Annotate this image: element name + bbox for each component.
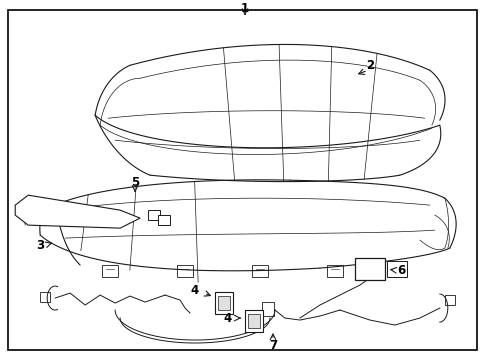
Polygon shape xyxy=(15,195,140,228)
Bar xyxy=(40,292,50,302)
Bar xyxy=(444,295,454,305)
Bar xyxy=(215,292,233,314)
Text: 4: 4 xyxy=(190,284,199,297)
Bar xyxy=(354,258,384,280)
Bar xyxy=(148,210,160,220)
Bar xyxy=(247,314,260,328)
Bar xyxy=(386,261,406,277)
Text: 2: 2 xyxy=(365,59,373,72)
Text: 5: 5 xyxy=(131,176,139,189)
Bar xyxy=(218,296,229,310)
Bar xyxy=(326,265,342,277)
Text: 7: 7 xyxy=(268,338,277,351)
Bar xyxy=(158,215,170,225)
Text: 4: 4 xyxy=(224,311,232,324)
Bar xyxy=(244,310,263,332)
Bar xyxy=(177,265,193,277)
Bar xyxy=(251,265,267,277)
Text: 6: 6 xyxy=(397,264,405,276)
Text: 1: 1 xyxy=(241,2,248,15)
Text: 3: 3 xyxy=(36,239,44,252)
Bar xyxy=(102,265,118,277)
Bar xyxy=(262,302,273,316)
